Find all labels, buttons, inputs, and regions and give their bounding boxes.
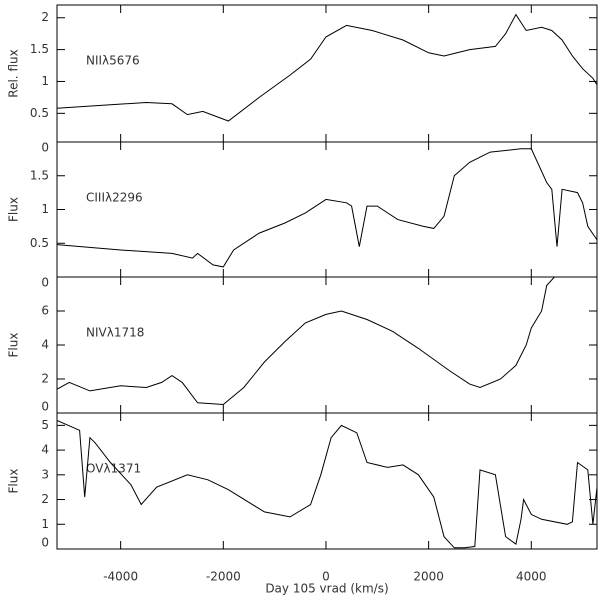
y-tick-label: 0 (41, 276, 49, 290)
panel-frame (56, 276, 598, 414)
y-tick-label: 3 (41, 467, 49, 481)
y-axis-label: Rel. flux (7, 49, 21, 97)
y-axis-label: Flux (7, 333, 21, 358)
y-axis-label: Flux (7, 469, 21, 494)
y-tick-label: 6 (41, 304, 49, 318)
x-tick-label: 4000 (516, 570, 547, 584)
x-axis-label: Day 105 vrad (km/s) (265, 582, 388, 595)
line-label: CIIIλ2296 (86, 191, 143, 205)
line-label: NIIλ5676 (86, 54, 140, 68)
spectrum-line (57, 13, 597, 122)
line-label: OVλ1371 (86, 462, 141, 476)
x-tick-label: 0 (322, 570, 330, 584)
y-tick-label: 1 (41, 517, 49, 531)
y-tick-label: 0.5 (30, 106, 49, 120)
spectrum-line (57, 419, 597, 549)
y-tick-label: 4 (41, 338, 49, 352)
y-tick-label: 0 (41, 141, 49, 155)
y-axis-label: Flux (7, 197, 21, 222)
spectrum-line (57, 277, 555, 406)
panel-frame (56, 141, 598, 278)
x-tick-label: 2000 (413, 570, 444, 584)
y-tick-label: 2 (41, 372, 49, 386)
x-tick-label: -4000 (103, 570, 138, 584)
x-tick-label: -2000 (206, 570, 241, 584)
y-tick-label: 5 (41, 418, 49, 432)
panel-frame (56, 412, 598, 550)
y-tick-label: 2 (41, 10, 49, 24)
y-tick-label: 0 (41, 400, 49, 414)
y-tick-label: 1.5 (30, 168, 49, 182)
y-tick-label: 2 (41, 492, 49, 506)
y-tick-label: 1 (41, 202, 49, 216)
y-tick-label: 1 (41, 74, 49, 88)
y-tick-label: 4 (41, 443, 49, 457)
y-tick-label: 0 (41, 536, 49, 550)
y-tick-label: 1.5 (30, 42, 49, 56)
y-tick-label: 0.5 (30, 236, 49, 250)
line-label: NIVλ1718 (86, 326, 144, 340)
panel-frame (56, 4, 598, 143)
spectrum-line (57, 148, 597, 268)
